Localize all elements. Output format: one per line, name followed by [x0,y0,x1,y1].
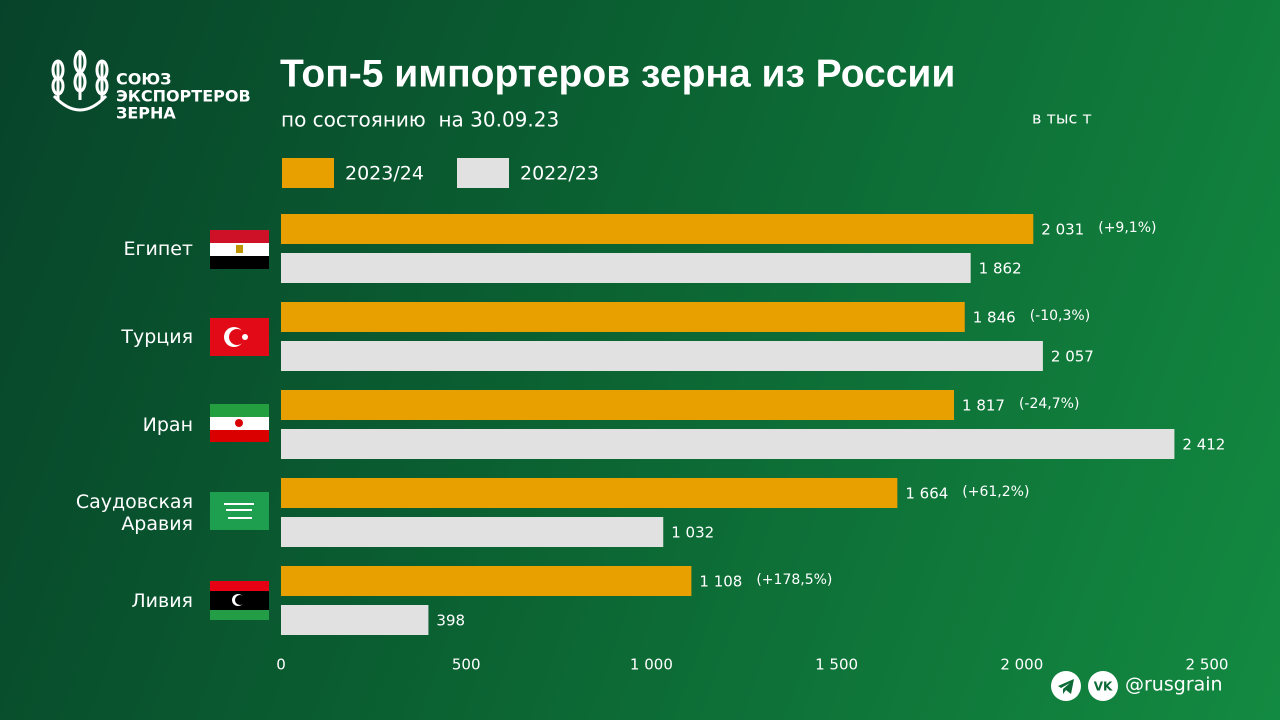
category-label: Египет [123,238,193,260]
bar [281,302,965,332]
flag [210,492,269,530]
handle: @rusgrain [1125,674,1223,696]
telegram-glyph [1058,679,1074,694]
telegram-icon[interactable] [1051,671,1081,701]
flag [210,230,269,269]
value-label: 1 664 [905,485,948,503]
bar [281,605,429,635]
x-tick-label: 1 500 [815,656,858,674]
value-label: 1 108 [699,573,742,591]
category-label: Саудовская Аравия [75,491,193,535]
legend-swatch [457,158,509,188]
value-label: 2 057 [1051,348,1094,366]
bar [281,341,1043,371]
change-annotation: (-24,7%) [1019,396,1079,412]
x-tick-label: 2 500 [1186,656,1229,674]
category-label: Турция [121,326,193,348]
bar [281,253,971,283]
value-label: 398 [436,612,465,630]
change-annotation: (-10,3%) [1030,308,1090,324]
value-label: 1 846 [973,309,1016,327]
flag [210,581,269,620]
value-label: 2 412 [1182,436,1225,454]
bar [281,566,692,596]
value-label: 1 862 [979,260,1022,278]
x-tick-label: 500 [452,656,481,674]
vk-icon[interactable] [1088,671,1118,701]
category-label: Ливия [131,590,193,612]
change-annotation: (+61,2%) [962,484,1029,500]
bar [281,390,955,420]
bar [281,517,664,547]
category-label: Иран [142,414,193,436]
x-tick-label: 2 000 [1000,656,1043,674]
bar [281,214,1034,244]
vk-glyph: VK [1094,680,1113,694]
legend-swatch [282,158,334,188]
chart-subtitle: по состоянию на 30.09.23 [281,108,559,132]
flag [210,318,269,356]
change-annotation: (+178,5%) [756,572,832,588]
value-label: 2 031 [1041,221,1084,239]
unit-label: в тыс т [1032,109,1092,128]
x-tick-label: 1 000 [630,656,673,674]
x-tick-label: 0 [276,656,286,674]
legend-label: 2022/23 [520,163,599,185]
value-label: 1 817 [962,397,1005,415]
legend-label: 2023/24 [345,163,424,185]
logo-text: СОЮЗ [116,70,172,89]
logo-text: ЗЕРНА [116,104,176,123]
logo-icon [51,50,109,112]
bar [281,478,898,508]
change-annotation: (+9,1%) [1098,220,1156,236]
flag [210,404,269,442]
value-label: 1 032 [671,524,714,542]
chart-title: Топ-5 импортеров зерна из России [280,52,955,95]
bar [281,429,1175,459]
logo-text: ЭКСПОРТЕРОВ [116,87,251,106]
